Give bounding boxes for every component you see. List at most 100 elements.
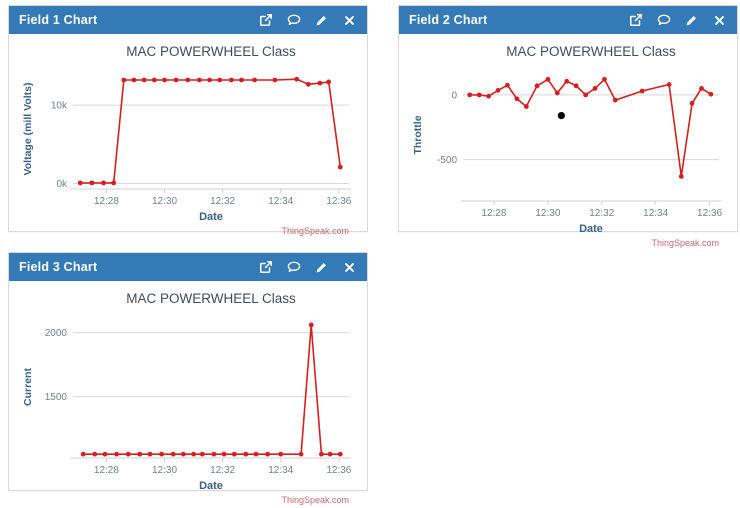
- data-point[interactable]: [159, 451, 165, 457]
- data-point[interactable]: [699, 86, 704, 91]
- data-point[interactable]: [317, 80, 323, 86]
- data-point[interactable]: [92, 451, 98, 457]
- data-point[interactable]: [298, 451, 304, 457]
- edit-pencil-icon[interactable]: [314, 13, 329, 28]
- panel-header-drag-handle[interactable]: Field 1 Chart: [9, 6, 367, 34]
- y-tick-label: 1500: [45, 392, 68, 403]
- data-point[interactable]: [326, 79, 332, 85]
- y-tick-label: 0: [451, 90, 457, 101]
- data-point[interactable]: [305, 81, 311, 87]
- close-icon[interactable]: [342, 13, 357, 28]
- data-point[interactable]: [294, 76, 300, 82]
- data-point[interactable]: [564, 78, 570, 84]
- chart-canvas-field1[interactable]: 0k 10k 12:28 12:30 12:32 12:34 12:36 MAC POWERW…: [17, 39, 359, 239]
- edit-pencil-icon[interactable]: [684, 13, 699, 28]
- outlier-data-point[interactable]: [557, 111, 565, 120]
- data-point[interactable]: [239, 77, 244, 83]
- data-point[interactable]: [185, 77, 191, 83]
- data-point[interactable]: [170, 451, 176, 457]
- external-link-icon[interactable]: [258, 13, 273, 28]
- data-point[interactable]: [514, 96, 520, 102]
- data-point[interactable]: [196, 77, 202, 83]
- data-point[interactable]: [111, 180, 117, 186]
- data-point[interactable]: [467, 92, 473, 98]
- thingspeak-credit-link[interactable]: ThingSpeak.com: [651, 238, 719, 248]
- data-point[interactable]: [666, 82, 672, 87]
- data-point[interactable]: [534, 83, 540, 89]
- close-icon[interactable]: [342, 260, 357, 275]
- data-point[interactable]: [191, 451, 196, 457]
- x-tick-label: 12:28: [94, 196, 119, 207]
- data-point[interactable]: [573, 83, 579, 89]
- panel-field2-chart: Field 2 Chart 0 -500 12:28 12:30 12:32 12:34 1…: [398, 5, 738, 248]
- data-point[interactable]: [486, 93, 491, 99]
- data-point[interactable]: [678, 174, 684, 179]
- comment-icon[interactable]: [286, 260, 301, 275]
- comment-icon[interactable]: [286, 13, 301, 28]
- data-point[interactable]: [151, 77, 157, 83]
- y-axis-title: Voltage (mill Volts): [22, 83, 34, 176]
- data-point[interactable]: [114, 451, 119, 457]
- data-point[interactable]: [181, 451, 186, 457]
- data-point[interactable]: [689, 100, 695, 106]
- data-point[interactable]: [137, 451, 143, 457]
- data-point[interactable]: [523, 104, 529, 109]
- data-point[interactable]: [612, 97, 618, 103]
- data-point[interactable]: [131, 77, 137, 83]
- data-point[interactable]: [89, 180, 95, 186]
- data-point[interactable]: [162, 77, 167, 83]
- data-point[interactable]: [319, 451, 324, 457]
- edit-pencil-icon[interactable]: [314, 260, 329, 275]
- data-point[interactable]: [101, 180, 106, 186]
- data-point[interactable]: [231, 451, 237, 457]
- data-point[interactable]: [243, 451, 249, 457]
- data-point[interactable]: [308, 322, 314, 328]
- data-point[interactable]: [495, 87, 501, 93]
- data-point[interactable]: [476, 92, 482, 98]
- panel-header-drag-handle[interactable]: Field 2 Chart: [399, 6, 737, 34]
- data-point[interactable]: [554, 90, 560, 96]
- data-point[interactable]: [141, 77, 147, 83]
- data-point[interactable]: [272, 77, 278, 83]
- chart-container: 0 -500 12:28 12:30 12:32 12:34 12:36 MAC POWERW…: [399, 34, 737, 248]
- comment-icon[interactable]: [656, 13, 671, 28]
- data-point[interactable]: [505, 82, 510, 88]
- data-point[interactable]: [121, 77, 127, 83]
- data-point[interactable]: [199, 451, 205, 457]
- data-point[interactable]: [173, 77, 179, 83]
- chart-canvas-field3[interactable]: 1500 2000 12:28 12:30 12:32 12:34 12:36 MAC POW…: [17, 286, 359, 508]
- close-icon[interactable]: [712, 13, 727, 28]
- data-point[interactable]: [545, 76, 551, 82]
- data-point[interactable]: [583, 92, 589, 98]
- data-point[interactable]: [217, 77, 223, 83]
- data-point[interactable]: [327, 451, 333, 457]
- data-point[interactable]: [639, 88, 645, 94]
- data-point[interactable]: [278, 451, 284, 457]
- panel-header-drag-handle[interactable]: Field 3 Chart: [9, 253, 367, 281]
- data-point[interactable]: [337, 164, 343, 170]
- data-point[interactable]: [253, 451, 259, 457]
- external-link-icon[interactable]: [258, 260, 273, 275]
- data-point[interactable]: [211, 451, 217, 457]
- data-point[interactable]: [708, 91, 714, 97]
- data-point[interactable]: [228, 77, 234, 83]
- data-point[interactable]: [337, 451, 343, 457]
- data-point[interactable]: [265, 451, 271, 457]
- data-point[interactable]: [592, 86, 598, 91]
- x-tick-label: 12:32: [210, 465, 235, 476]
- data-point[interactable]: [147, 451, 153, 457]
- data-point[interactable]: [221, 451, 227, 457]
- chart-canvas-field2[interactable]: 0 -500 12:28 12:30 12:32 12:34 12:36 MAC POWERW…: [407, 39, 729, 251]
- data-point[interactable]: [80, 451, 86, 457]
- data-point[interactable]: [207, 77, 212, 83]
- data-line: [83, 324, 341, 455]
- thingspeak-credit-link[interactable]: ThingSpeak.com: [281, 226, 349, 236]
- data-point[interactable]: [102, 451, 108, 457]
- data-point[interactable]: [125, 451, 131, 457]
- data-point[interactable]: [252, 77, 257, 83]
- data-point[interactable]: [602, 76, 607, 82]
- data-point[interactable]: [77, 180, 83, 186]
- external-link-icon[interactable]: [628, 13, 643, 28]
- thingspeak-credit-link[interactable]: ThingSpeak.com: [281, 495, 349, 505]
- y-tick-label: 2000: [45, 328, 68, 339]
